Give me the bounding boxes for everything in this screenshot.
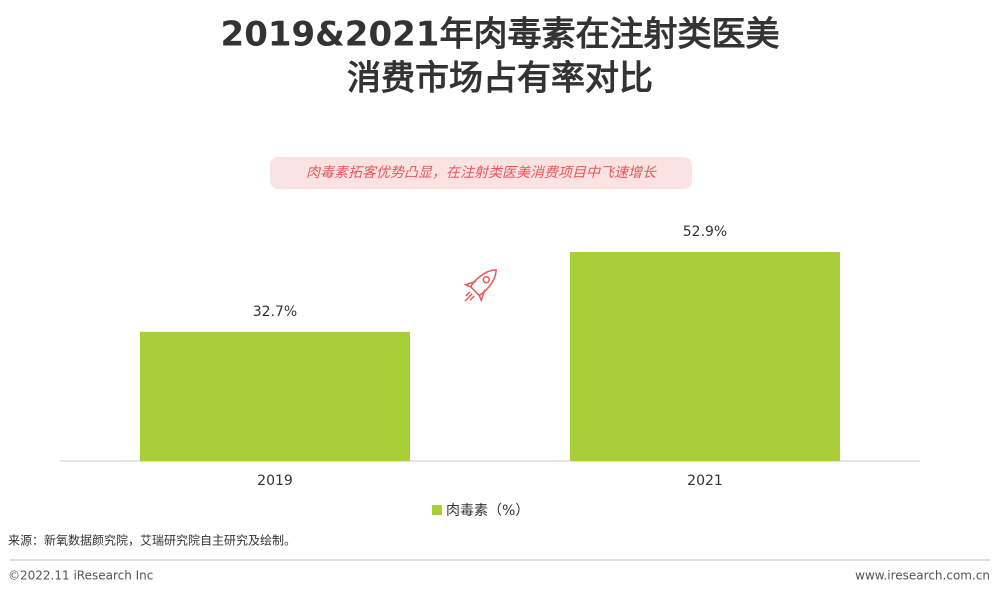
source: 来源：新氧数据颜究院，艾瑞研究院自主研究及绘制。 bbox=[8, 533, 296, 548]
copyright: ©2022.11 iResearch Inc bbox=[8, 569, 153, 583]
x-tick-label: 2021 bbox=[687, 473, 723, 489]
chart-title: 消费市场占有率对比 bbox=[347, 59, 653, 99]
bar bbox=[139, 331, 411, 461]
value-label: 52.9% bbox=[683, 224, 727, 240]
rocket-icon bbox=[463, 269, 497, 303]
legend-swatch bbox=[432, 505, 442, 515]
chart-title: 2019&2021年肉毒素在注射类医美 bbox=[221, 15, 780, 55]
subtitle: 肉毒素拓客优势凸显，在注射类医美消费项目中飞速增长 bbox=[306, 165, 657, 181]
subtitle-banner bbox=[270, 157, 692, 189]
x-tick-label: 2019 bbox=[257, 473, 293, 489]
bar bbox=[569, 252, 841, 461]
value-label: 32.7% bbox=[253, 304, 297, 320]
legend-label: 肉毒素（%） bbox=[446, 503, 529, 519]
website: www.iresearch.com.cn bbox=[855, 569, 990, 583]
